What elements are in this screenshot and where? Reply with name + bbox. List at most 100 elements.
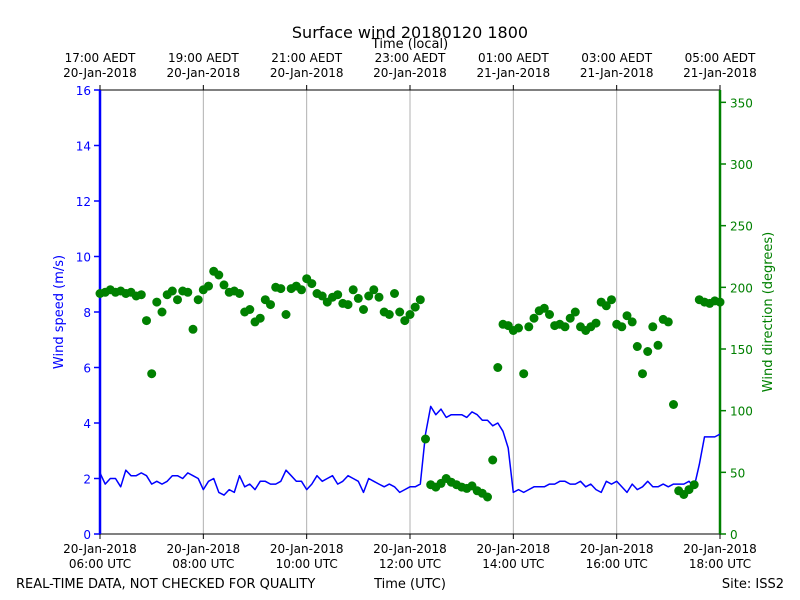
wind-speed-line [99, 405, 721, 496]
wind-direction-point [669, 400, 678, 409]
wind-direction-point [343, 300, 353, 310]
wind-direction-point [173, 295, 182, 305]
wind-direction-point [333, 290, 343, 300]
right-tick-label: 50 [730, 466, 745, 480]
left-y-ticks: 0 2 4 6 8 10 12 14 16 [76, 84, 100, 542]
wind-direction-point [591, 318, 601, 328]
bottom-tick-date: 20-Jan-2018 [373, 542, 447, 556]
wind-direction-point [627, 317, 637, 327]
top-tick-date: 20-Jan-2018 [63, 66, 137, 80]
top-tick-time: 23:00 AEDT [375, 51, 446, 65]
wind-direction-point [353, 293, 363, 303]
wind-direction-point [648, 322, 658, 332]
top-tick-time: 19:00 AEDT [168, 51, 239, 65]
right-tick-label: 100 [730, 405, 753, 419]
wind-direction-point [622, 311, 632, 321]
bottom-tick-date: 20-Jan-2018 [270, 542, 344, 556]
top-tick-date: 20-Jan-2018 [167, 66, 241, 80]
quality-disclaimer: REAL-TIME DATA, NOT CHECKED FOR QUALITY [16, 577, 315, 592]
right-y-axis-label: Wind direction (degrees) [761, 232, 776, 392]
bottom-tick-date: 20-Jan-2018 [63, 542, 137, 556]
left-tick-label: 16 [76, 84, 91, 98]
wind-direction-point [560, 322, 570, 332]
right-tick-label: 200 [730, 281, 753, 295]
wind-direction-point [663, 317, 673, 327]
top-tick-time: 01:00 AEDT [478, 51, 549, 65]
wind-direction-point [214, 270, 224, 280]
wind-direction-point [715, 297, 725, 307]
wind-direction-point [219, 280, 229, 290]
site-label: Site: ISS2 [722, 577, 784, 592]
left-tick-label: 12 [76, 195, 91, 209]
wind-direction-point [524, 322, 534, 332]
chart-title: Surface wind 20180120 1800 [292, 23, 528, 42]
top-tick-date: 20-Jan-2018 [373, 66, 447, 80]
wind-direction-point [167, 286, 177, 296]
top-axis-label: Time (local) [371, 37, 448, 52]
top-tick-date: 21-Jan-2018 [580, 66, 654, 80]
wind-direction-point [157, 307, 167, 317]
wind-direction-point [142, 316, 151, 326]
wind-direction-point [488, 455, 498, 465]
wind-direction-point [405, 310, 415, 319]
left-tick-label: 6 [83, 362, 91, 376]
wind-direction-point [643, 347, 653, 356]
wind-direction-point [297, 285, 306, 295]
wind-direction-point [255, 313, 265, 323]
wind-direction-point [617, 322, 627, 332]
wind-direction-point [483, 492, 492, 502]
wind-direction-point [235, 289, 244, 298]
wind-direction-point [136, 290, 146, 300]
bottom-tick-date: 20-Jan-2018 [580, 542, 654, 556]
wind-direction-point [390, 289, 399, 298]
wind-direction-point [395, 307, 405, 317]
wind-direction-point [539, 303, 549, 313]
wind-direction-point [410, 302, 420, 312]
wind-direction-point [689, 480, 699, 490]
left-tick-label: 8 [83, 306, 91, 320]
top-tick-date: 21-Jan-2018 [477, 66, 551, 80]
wind-direction-point [307, 279, 317, 289]
wind-direction-point [400, 316, 410, 326]
bottom-tick-time: 06:00 UTC [69, 557, 131, 571]
top-tick-date: 20-Jan-2018 [270, 66, 344, 80]
bottom-tick-time: 10:00 UTC [276, 557, 338, 571]
bottom-tick-time: 08:00 UTC [172, 557, 234, 571]
wind-direction-point [359, 305, 368, 314]
wind-direction-point [281, 310, 291, 319]
wind-direction-point [348, 285, 358, 295]
left-y-axis-label: Wind speed (m/s) [52, 255, 67, 369]
wind-direction-point [570, 307, 580, 317]
bottom-tick-date: 20-Jan-2018 [683, 542, 757, 556]
wind-direction-point [266, 300, 275, 310]
left-tick-label: 10 [76, 251, 91, 265]
top-tick-time: 17:00 AEDT [65, 51, 136, 65]
left-tick-label: 0 [83, 528, 91, 542]
right-tick-label: 250 [730, 220, 753, 234]
wind-direction-point [493, 363, 503, 372]
wind-direction-point [193, 295, 203, 305]
wind-speed-series [99, 405, 721, 496]
right-tick-label: 0 [730, 528, 738, 542]
top-tick-time: 03:00 AEDT [581, 51, 652, 65]
wind-direction-point [369, 285, 379, 295]
left-tick-label: 2 [83, 473, 91, 487]
left-tick-label: 14 [76, 140, 91, 154]
wind-direction-point [514, 323, 523, 333]
wind-direction-point [632, 342, 642, 351]
bottom-tick-time: 12:00 UTC [379, 557, 441, 571]
bottom-tick-date: 20-Jan-2018 [167, 542, 241, 556]
top-tick-time: 05:00 AEDT [685, 51, 756, 65]
wind-direction-point [421, 434, 430, 444]
wind-direction-point [519, 369, 529, 379]
wind-direction-point [147, 369, 157, 379]
wind-direction-point [204, 281, 213, 291]
top-tick-date: 21-Jan-2018 [683, 66, 757, 80]
bottom-tick-date: 20-Jan-2018 [477, 542, 551, 556]
bottom-tick-time: 14:00 UTC [482, 557, 544, 571]
right-tick-label: 350 [730, 96, 753, 110]
wind-direction-point [245, 305, 255, 314]
